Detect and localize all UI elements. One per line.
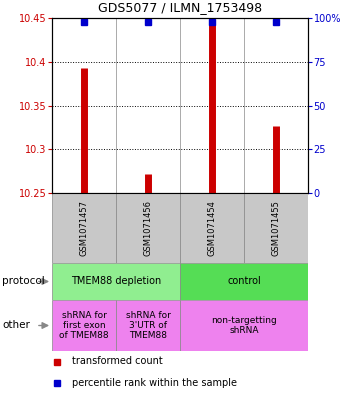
Text: GSM1071456: GSM1071456: [143, 200, 153, 256]
Bar: [244, 193, 308, 263]
Text: percentile rank within the sample: percentile rank within the sample: [72, 378, 237, 387]
Bar: [52, 300, 116, 351]
Text: transformed count: transformed count: [72, 356, 163, 367]
Text: GSM1071457: GSM1071457: [80, 200, 88, 256]
Text: shRNA for
first exon
of TMEM88: shRNA for first exon of TMEM88: [59, 310, 109, 340]
Bar: [180, 300, 308, 351]
Text: other: other: [2, 321, 30, 331]
Bar: [52, 193, 116, 263]
Text: GSM1071454: GSM1071454: [207, 200, 217, 256]
Bar: [116, 300, 180, 351]
Title: GDS5077 / ILMN_1753498: GDS5077 / ILMN_1753498: [98, 1, 262, 14]
Text: shRNA for
3'UTR of
TMEM88: shRNA for 3'UTR of TMEM88: [125, 310, 170, 340]
Bar: [180, 263, 308, 300]
Text: protocol: protocol: [2, 277, 45, 286]
Bar: [180, 193, 244, 263]
Text: non-targetting
shRNA: non-targetting shRNA: [211, 316, 277, 335]
Text: TMEM88 depletion: TMEM88 depletion: [71, 277, 161, 286]
Bar: [116, 193, 180, 263]
Bar: [52, 263, 180, 300]
Text: GSM1071455: GSM1071455: [272, 200, 280, 256]
Text: control: control: [227, 277, 261, 286]
